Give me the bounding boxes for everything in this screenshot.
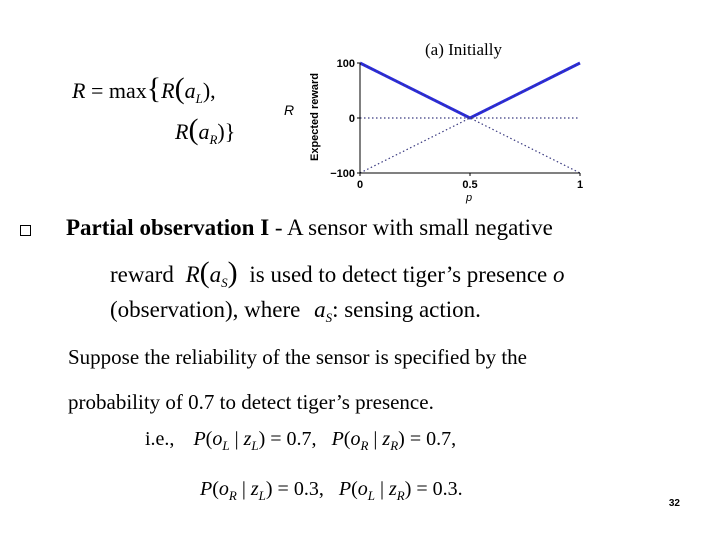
bullet-rest: - A sensor with small negative (269, 215, 553, 240)
formula-r-line2: R(aR)} (175, 113, 236, 147)
series-line-0 (359, 61, 581, 120)
plot-side-label: R (284, 102, 295, 118)
formula-r-lhs: R (72, 78, 86, 103)
formula-r-close1: ), (202, 78, 216, 103)
formula-r-a2: a (198, 119, 210, 144)
formula-r-lbrace: { (146, 72, 162, 105)
paragraph-line1: Suppose the reliability of the sensor is… (68, 345, 527, 369)
bullet-line1: Partial observation I - A sensor with sm… (66, 215, 553, 241)
x-tick-label-1: 0.5 (462, 179, 477, 191)
chart-ylabel: Expected reward (309, 73, 321, 161)
bullet-line2: reward R(aS) is used to detect tiger’s p… (110, 256, 565, 290)
y-tick-label-0: 100 (337, 58, 355, 70)
bullet-marker-icon (20, 225, 31, 236)
equation-p-or-zr: P(oR | zR) = 0.7, (331, 428, 457, 453)
equation-p-ol-zr: P(oL | zR) = 0.3. (338, 478, 463, 503)
formula-r-max: max (108, 78, 147, 103)
page-number: 32 (668, 498, 680, 509)
formula-r-a1: a (184, 78, 196, 103)
bullet-bold-heading: Partial observation I (66, 215, 270, 240)
equation-p-or-zl: P(oR | zL) = 0.3, (200, 478, 324, 503)
paragraph-line2: probability of 0.7 to detect tiger’s pre… (68, 390, 434, 414)
equations-row1: i.e., P(oL | zL) = 0.7, P(oR | zR) = 0.7… (145, 428, 456, 454)
y-tick-label-2: −100 (330, 168, 355, 180)
equation-p-ol-zl: P(oL | zL) = 0.7, (193, 428, 317, 453)
bullet-line2-close: ) (227, 256, 238, 289)
series-line-1 (359, 62, 581, 174)
bullet-line3-sub: S (325, 310, 333, 325)
series-line-2 (359, 62, 581, 174)
bullet-line2-r: R (185, 262, 200, 287)
bullet-line2-o: o (553, 262, 565, 287)
bullet-line3: (observation), where aS: sensing action. (110, 297, 481, 326)
formula-r-fn1: R (161, 78, 175, 103)
formula-r-sub2: R (209, 132, 218, 147)
y-tick-label-1: 0 (349, 113, 355, 125)
chart-series (359, 61, 581, 174)
formula-r-close2: )} (217, 119, 236, 144)
equations-ie: i.e., (145, 428, 175, 450)
formula-r-sub1: L (195, 91, 203, 106)
chart-xlabel: p (465, 192, 472, 204)
bullet-line2-sub: S (221, 275, 228, 290)
bullet-line2-a: a (209, 262, 222, 287)
plot-title: (a) Initially (425, 40, 502, 59)
bullet-line3-start: (observation), where (110, 297, 301, 322)
equations-row2: P(oR | zL) = 0.3, P(oL | zR) = 0.3. (200, 478, 463, 504)
formula-r-line1: R = max{R(aL), (72, 72, 216, 106)
bullet-line3-end: : sensing action. (332, 297, 481, 322)
x-tick-label-0: 0 (357, 179, 363, 191)
bullet-line2-start: reward (110, 262, 174, 287)
formula-r-eq: = (90, 78, 104, 103)
bullet-line3-a: a (314, 297, 326, 322)
formula-r-fn2: R (175, 119, 189, 144)
bullet-line2-end: is used to detect tiger’s presence (249, 262, 554, 287)
x-tick-label-2: 1 (577, 179, 583, 191)
